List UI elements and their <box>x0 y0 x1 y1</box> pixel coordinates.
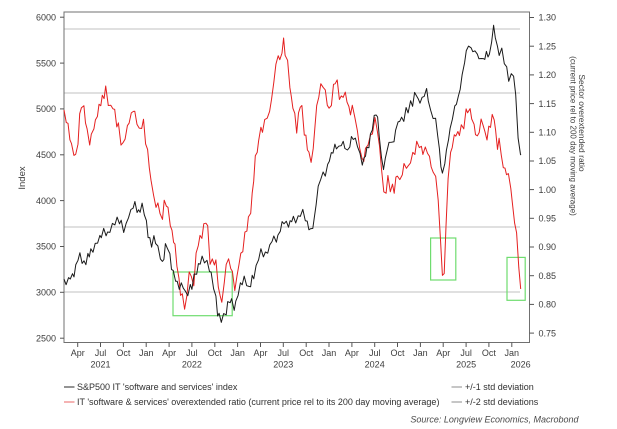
svg-text:2024: 2024 <box>365 360 385 370</box>
svg-text:Jan: Jan <box>230 348 245 358</box>
svg-text:(current price rel to 200 day: (current price rel to 200 day moving ave… <box>569 56 578 216</box>
svg-text:4500: 4500 <box>36 150 56 160</box>
svg-text:Source: Longview Economics, Ma: Source: Longview Economics, Macrobond <box>410 415 579 425</box>
svg-text:0.85: 0.85 <box>539 271 557 281</box>
svg-text:1.30: 1.30 <box>539 13 557 23</box>
svg-text:+/-2 std deviations: +/-2 std deviations <box>465 397 539 407</box>
svg-text:Jul: Jul <box>95 348 107 358</box>
svg-text:1.25: 1.25 <box>539 41 557 51</box>
svg-text:5000: 5000 <box>36 104 56 114</box>
svg-text:1.05: 1.05 <box>539 156 557 166</box>
svg-text:Jul: Jul <box>186 348 198 358</box>
svg-text:Oct: Oct <box>390 348 405 358</box>
svg-text:4000: 4000 <box>36 196 56 206</box>
svg-text:Apr: Apr <box>436 348 450 358</box>
svg-text:5500: 5500 <box>36 58 56 68</box>
svg-text:1.00: 1.00 <box>539 185 557 195</box>
svg-text:2023: 2023 <box>273 360 293 370</box>
svg-text:Apr: Apr <box>71 348 85 358</box>
svg-text:2026: 2026 <box>511 360 531 370</box>
svg-text:2022: 2022 <box>182 360 202 370</box>
svg-text:Jan: Jan <box>322 348 337 358</box>
svg-text:0.80: 0.80 <box>539 300 557 310</box>
svg-text:Jan: Jan <box>505 348 520 358</box>
svg-text:Oct: Oct <box>208 348 223 358</box>
svg-text:Apr: Apr <box>345 348 359 358</box>
svg-text:Jan: Jan <box>139 348 154 358</box>
svg-text:2025: 2025 <box>456 360 476 370</box>
svg-text:0.95: 0.95 <box>539 214 557 224</box>
svg-text:0.75: 0.75 <box>539 328 557 338</box>
svg-text:0.90: 0.90 <box>539 242 557 252</box>
svg-text:Jan: Jan <box>413 348 428 358</box>
svg-text:+/-1 std deviation: +/-1 std deviation <box>465 382 534 392</box>
svg-text:Jul: Jul <box>278 348 290 358</box>
svg-text:Apr: Apr <box>253 348 267 358</box>
svg-text:IT 'software & services' overe: IT 'software & services' overextended ra… <box>77 397 439 407</box>
svg-text:1.20: 1.20 <box>539 70 557 80</box>
svg-text:Apr: Apr <box>162 348 176 358</box>
svg-text:Sector overextended ratio: Sector overextended ratio <box>577 74 587 172</box>
svg-text:Jul: Jul <box>460 348 472 358</box>
svg-text:3500: 3500 <box>36 242 56 252</box>
svg-text:Jul: Jul <box>369 348 381 358</box>
svg-text:2500: 2500 <box>36 333 56 343</box>
svg-text:1.10: 1.10 <box>539 128 557 138</box>
svg-text:Index: Index <box>17 166 28 189</box>
svg-text:2021: 2021 <box>90 360 110 370</box>
svg-text:S&P500 IT 'software and servic: S&P500 IT 'software and services' index <box>77 382 238 392</box>
svg-text:Oct: Oct <box>116 348 131 358</box>
svg-text:3000: 3000 <box>36 288 56 298</box>
svg-text:1.15: 1.15 <box>539 99 557 109</box>
svg-text:Oct: Oct <box>299 348 314 358</box>
svg-text:Oct: Oct <box>482 348 497 358</box>
svg-text:6000: 6000 <box>36 12 56 22</box>
